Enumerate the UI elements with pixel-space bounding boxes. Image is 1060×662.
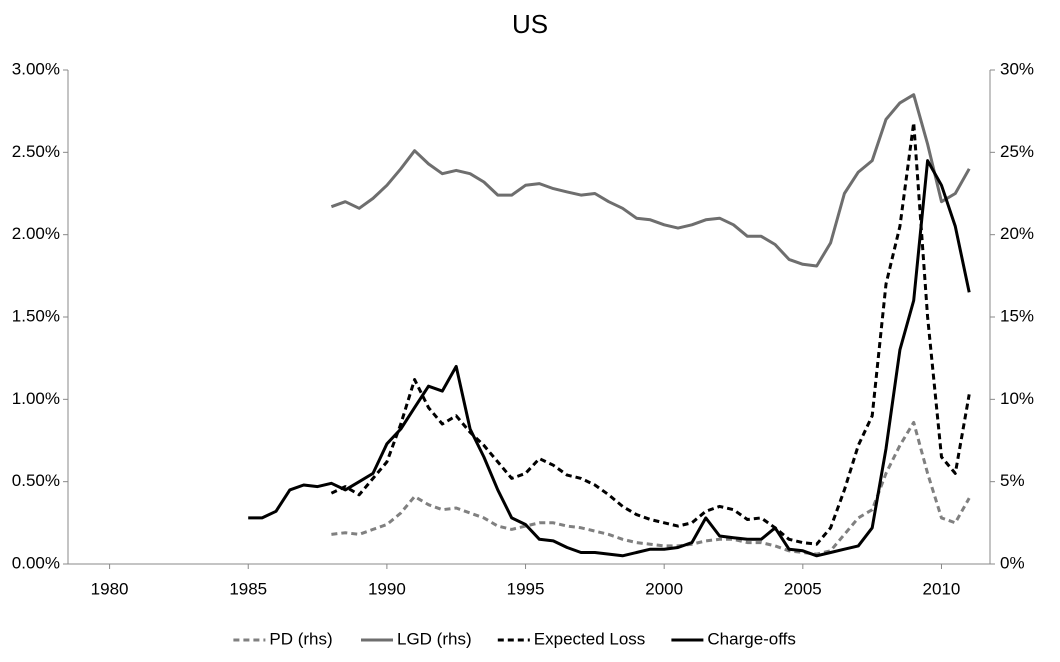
x-tick-label: 2000	[645, 579, 683, 598]
y-tick-label: 0.00%	[12, 553, 60, 572]
x-tick-label: 1995	[507, 579, 545, 598]
x-tick-label: 1985	[229, 579, 267, 598]
y2-tick-label: 20%	[1000, 224, 1034, 243]
series-line	[330, 121, 971, 546]
y-tick-label: 0.50%	[12, 471, 60, 490]
y2-tick-label: 10%	[1000, 389, 1034, 408]
x-tick-label: 2005	[784, 579, 822, 598]
legend-label: PD (rhs)	[269, 629, 332, 648]
y-tick-label: 1.00%	[12, 389, 60, 408]
y2-tick-label: 5%	[1000, 471, 1025, 490]
legend-label: LGD (rhs)	[397, 629, 472, 648]
y-tick-label: 2.50%	[12, 142, 60, 161]
y2-tick-label: 0%	[1000, 553, 1025, 572]
y-tick-label: 2.00%	[12, 224, 60, 243]
y2-tick-label: 30%	[1000, 59, 1034, 78]
y-tick-label: 3.00%	[12, 59, 60, 78]
legend-label: Charge-offs	[707, 629, 796, 648]
series-line	[330, 93, 971, 268]
x-tick-label: 2010	[923, 579, 961, 598]
y-tick-label: 1.50%	[12, 306, 60, 325]
x-tick-label: 1980	[91, 579, 129, 598]
series-line	[331, 420, 971, 556]
y2-tick-label: 15%	[1000, 306, 1034, 325]
legend-label: Expected Loss	[534, 629, 646, 648]
x-tick-label: 1990	[368, 579, 406, 598]
y2-tick-label: 25%	[1000, 142, 1034, 161]
series-line	[248, 159, 971, 558]
chart-title: US	[512, 9, 548, 39]
